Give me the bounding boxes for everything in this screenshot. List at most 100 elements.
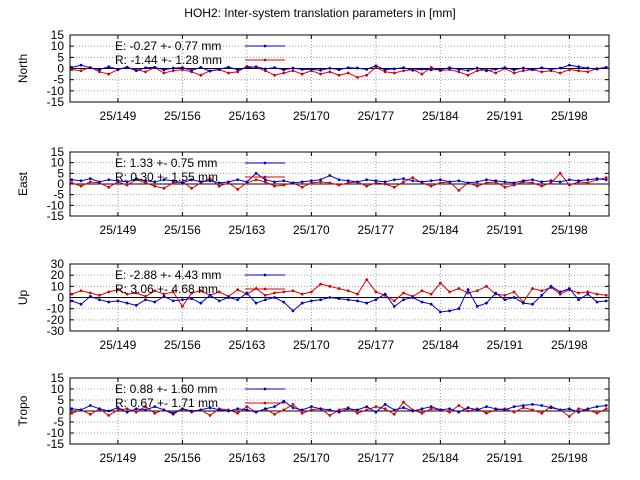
data-point-r [374,405,378,408]
y-axis-label: Up [16,290,30,306]
data-point-e [392,408,396,412]
data-point-e [540,66,544,70]
x-tick-label: 25/198 [551,109,588,123]
data-point-e [411,68,415,72]
data-point-e [475,305,479,308]
data-point-e [245,66,249,70]
data-point-e [567,407,571,411]
data-point-e [595,405,599,408]
y-axis-label: North [16,54,30,83]
data-point-e [254,301,258,305]
data-point-e [199,65,203,69]
data-point-e [466,181,470,185]
x-tick-label: 25/177 [358,451,395,465]
legend-label-e: E: -0.27 +- 0.77 mm [115,39,221,53]
data-point-r [356,411,359,415]
x-tick-label: 25/163 [229,223,266,237]
data-point-r [291,403,295,406]
x-tick-label: 25/191 [487,223,524,237]
data-point-e [549,406,553,410]
data-point-e [254,65,258,69]
data-point-r [263,293,267,297]
data-point-r [392,299,396,303]
data-point-e [171,179,175,183]
data-point-r [577,69,580,73]
data-point-r [604,176,608,180]
data-point-e [79,63,83,67]
x-tick-label: 25/184 [422,338,459,352]
data-point-e [328,408,332,412]
data-point-r [162,71,166,75]
data-point-e [346,66,350,70]
legend-label-r: R: 0.67 +- 1.71 mm [115,396,218,410]
data-point-r [70,68,74,72]
data-point-e [503,66,507,70]
data-point-r [604,407,608,411]
data-point-r [254,178,258,182]
data-point-e [392,178,396,182]
data-point-e [494,407,498,411]
data-point-r [125,292,129,296]
data-point-r [190,186,194,190]
data-point-e [236,178,240,182]
data-point-r [438,281,442,285]
data-point-r [457,287,461,290]
data-point-r [300,185,304,189]
data-point-e [88,66,92,70]
data-point-r [540,411,544,415]
data-point-r [153,289,157,293]
data-point-r [199,73,203,77]
y-tick-label: -10 [47,426,65,440]
data-point-e [374,64,378,68]
data-point-e [475,408,479,412]
data-point-r [107,185,111,189]
legend-marker-e [263,387,267,391]
data-point-r [558,71,562,75]
data-point-r [273,291,276,295]
data-point-e [319,68,323,72]
data-point-r [521,406,525,410]
data-point-e [558,408,562,412]
data-point-e [144,66,147,70]
data-point-r [300,72,304,76]
data-point-r [88,291,92,295]
data-point-e [577,298,580,302]
data-point-r [153,411,157,415]
data-point-r [328,70,332,74]
x-tick-label: 25/191 [487,109,524,123]
data-point-e [567,178,571,182]
data-point-r [171,290,175,294]
y-tick-label: 30 [51,257,65,271]
y-tick-label: 5 [57,166,64,180]
data-point-r [475,69,479,73]
data-point-e [383,180,387,184]
data-point-r [300,292,304,296]
data-point-r [162,186,166,190]
data-point-e [319,178,323,182]
data-point-r [217,290,221,294]
data-point-r [291,69,295,73]
y-tick-label: 0 [57,177,64,191]
data-point-r [531,287,534,290]
y-tick-label: 5 [57,50,64,64]
data-point-r [374,290,378,294]
data-point-r [181,68,184,72]
data-point-e [300,180,304,184]
data-point-r [319,72,323,76]
data-point-e [438,408,442,412]
data-point-r [199,289,203,293]
data-point-e [521,179,525,183]
x-tick-label: 25/149 [100,451,137,465]
data-point-e [217,67,221,71]
data-point-r [273,184,276,188]
data-point-e [144,298,147,302]
data-point-e [254,171,258,175]
data-point-e [79,408,83,412]
data-point-r [328,181,332,185]
data-point-e [134,303,138,307]
data-point-e [125,301,129,305]
data-point-e [466,406,470,410]
data-point-r [181,305,184,308]
